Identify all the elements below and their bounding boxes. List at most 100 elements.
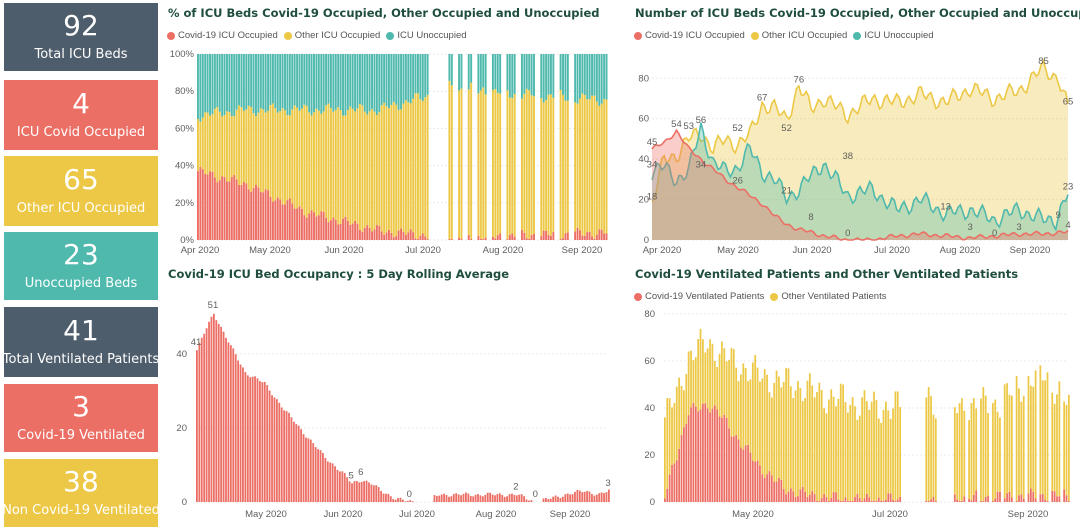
- bar-unoccupied: [508, 54, 511, 98]
- bar-other: [317, 110, 320, 216]
- legend-item[interactable]: Covid-19 Ventilated Patients: [634, 291, 764, 302]
- bar-other: [264, 112, 267, 190]
- bar-covid: [204, 173, 207, 240]
- bar-covid-ventilated: [830, 498, 833, 502]
- bar-rolling: [394, 499, 397, 502]
- bar-covid: [564, 233, 567, 240]
- bar-other-ventilated: [766, 374, 768, 475]
- bar-covid-ventilated: [690, 407, 692, 502]
- bar-other-ventilated: [723, 348, 726, 415]
- bar-other-ventilated: [711, 343, 714, 409]
- x-tick-label: Jul 2020: [399, 509, 435, 520]
- legend-item[interactable]: ICU Unoccupied: [386, 30, 467, 41]
- bar-covid: [380, 231, 383, 240]
- bar-rolling: [227, 342, 230, 502]
- bar-other-ventilated: [773, 382, 776, 482]
- x-tick-label: Jul 2020: [872, 509, 908, 520]
- bar-other: [322, 111, 325, 212]
- legend-item[interactable]: Covid-19 ICU Occupied: [634, 30, 745, 41]
- bar-other-ventilated: [713, 360, 716, 406]
- y-tick-label: 100%: [170, 49, 195, 60]
- bar-other-ventilated: [770, 397, 773, 476]
- bar-covid: [402, 232, 405, 240]
- bar-rolling: [581, 492, 584, 502]
- bar-rolling: [254, 376, 256, 502]
- bar-covid-ventilated: [1034, 498, 1037, 502]
- bar-covid: [317, 215, 320, 240]
- icu-percent-chart[interactable]: 0% 20% 40% 60% 80% 100% Apr 2020 May 2020 Jun 20…: [160, 44, 615, 262]
- bar-rolling: [368, 482, 370, 502]
- bar-rolling: [595, 494, 598, 502]
- bar-covid: [313, 212, 315, 240]
- bar-covid: [264, 189, 267, 240]
- bar-covid-ventilated: [975, 490, 978, 502]
- bar-covid-ventilated: [1006, 493, 1008, 502]
- bar-other-ventilated: [680, 385, 683, 435]
- bar-covid-ventilated: [925, 500, 928, 502]
- bar-other-ventilated: [827, 399, 830, 501]
- bar-covid-ventilated: [768, 471, 771, 502]
- bar-covid-ventilated: [780, 479, 783, 502]
- bar-covid: [245, 183, 248, 240]
- bar-covid-ventilated: [873, 500, 875, 502]
- bar-covid: [588, 231, 591, 240]
- bar-covid-ventilated: [885, 499, 887, 502]
- bar-rolling: [511, 493, 513, 502]
- legend-item[interactable]: Other ICU Occupied: [750, 30, 847, 41]
- bar-rolling: [261, 382, 264, 502]
- bar-other-ventilated: [813, 397, 816, 495]
- bar-covid-ventilated: [732, 436, 735, 502]
- bar-rolling: [576, 489, 579, 502]
- bar-rolling: [205, 328, 208, 502]
- bar-covid: [291, 203, 294, 240]
- chart-legend: Covid-19 Ventilated Patients Other Venti…: [634, 291, 892, 302]
- legend-item[interactable]: Other ICU Occupied: [283, 30, 380, 41]
- bar-other: [600, 103, 603, 230]
- bar-covid: [528, 238, 531, 240]
- bar-other-ventilated: [756, 367, 759, 461]
- bar-covid: [378, 225, 381, 240]
- bar-rolling: [217, 323, 220, 502]
- bar-covid: [233, 175, 236, 240]
- bar-unoccupied: [337, 54, 340, 108]
- bar-unoccupied: [354, 54, 357, 112]
- bar-covid: [366, 225, 369, 240]
- legend-item[interactable]: Other Ventilated Patients: [770, 291, 886, 302]
- bar-other: [235, 109, 238, 180]
- legend-item[interactable]: Covid-19 ICU Occupied: [167, 30, 278, 41]
- bar-other: [206, 112, 209, 175]
- bar-covid: [400, 228, 402, 240]
- x-tick-label: May 2020: [717, 245, 759, 256]
- data-label: 23: [1063, 182, 1074, 193]
- bar-other: [271, 103, 274, 202]
- bar-other: [482, 87, 485, 240]
- bar-unoccupied: [218, 54, 221, 112]
- bar-covid-ventilated: [787, 491, 790, 502]
- bar-other-ventilated: [1027, 375, 1030, 494]
- bar-other-ventilated: [749, 379, 752, 453]
- bar-covid: [257, 187, 260, 240]
- bar-rolling: [450, 496, 453, 502]
- legend-item[interactable]: ICU Unoccupied: [853, 30, 934, 41]
- bar-unoccupied: [581, 54, 584, 94]
- bar-other: [564, 100, 567, 234]
- bar-other-ventilated: [877, 418, 880, 498]
- bar-other: [288, 115, 291, 199]
- bar-rolling: [246, 375, 249, 502]
- bar-other-ventilated: [839, 383, 842, 501]
- bar-covid-ventilated: [801, 486, 804, 502]
- bar-rolling: [462, 493, 465, 502]
- bar-covid-ventilated: [709, 412, 711, 502]
- ventilated-chart[interactable]: 0 20 40 60 80 May 2020 Jul 2020 Sep 2020: [630, 304, 1075, 524]
- bar-covid: [511, 233, 514, 240]
- bar-rolling: [196, 350, 198, 502]
- bar-covid: [605, 233, 608, 240]
- data-label: 8: [808, 212, 813, 223]
- bar-covid-ventilated: [706, 408, 709, 502]
- bar-unoccupied: [267, 54, 270, 111]
- bar-rolling: [455, 493, 458, 502]
- bar-covid: [201, 169, 204, 240]
- bar-rolling: [566, 493, 569, 502]
